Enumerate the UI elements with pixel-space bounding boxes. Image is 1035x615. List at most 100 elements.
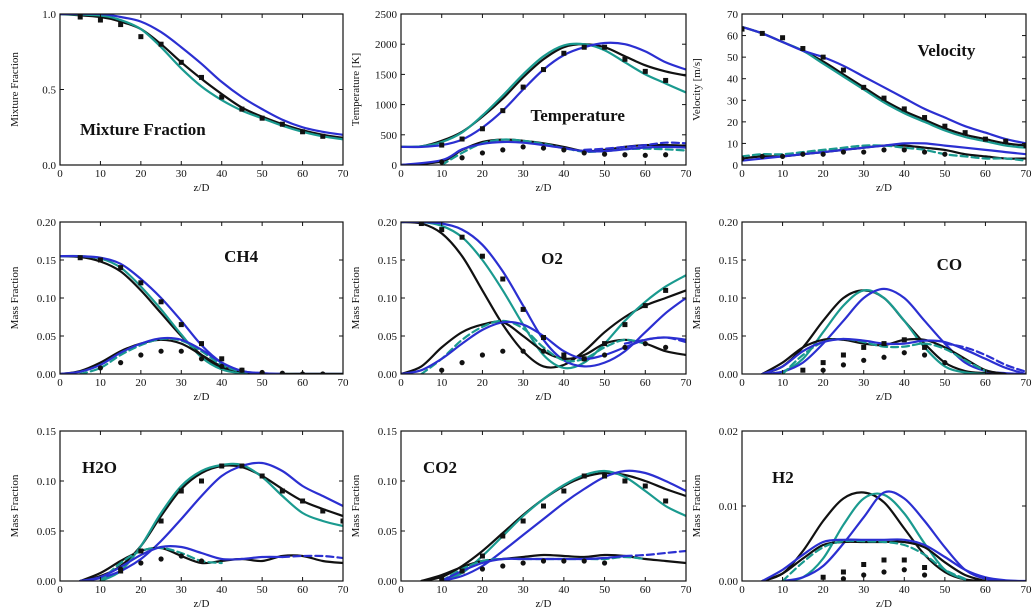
series-line-5 [761, 337, 1026, 374]
x-tick-label: 70 [681, 168, 693, 180]
data-point-circle [663, 344, 669, 350]
data-point-square [982, 136, 988, 142]
x-tick-label: 10 [95, 377, 107, 389]
data-point-square [479, 126, 485, 132]
series-line-6 [623, 549, 686, 558]
data-point-square [642, 303, 648, 309]
data-point-square [178, 322, 184, 328]
data-point-circle [97, 365, 104, 371]
x-tick-label: 60 [297, 377, 309, 389]
data-point-circle [942, 151, 948, 157]
series-group [79, 461, 343, 581]
data-point-square [742, 26, 745, 32]
x-tick-label: 70 [338, 584, 350, 596]
data-point-square [219, 356, 225, 362]
data-point-square [922, 115, 928, 121]
y-tick-label: 0 [733, 160, 739, 172]
data-point-square [840, 569, 846, 575]
x-tick-label: 50 [599, 584, 611, 596]
x-tick-label: 60 [297, 584, 309, 596]
y-tick-label: 0.20 [378, 217, 398, 229]
x-tick-label: 30 [176, 377, 188, 389]
y-tick-label: 0.15 [37, 255, 57, 267]
plot-frame [400, 430, 687, 582]
data-point-square [602, 44, 608, 50]
x-tick-label: 30 [518, 168, 530, 180]
x-tick-label: 40 [216, 377, 228, 389]
x-tick-label: 40 [558, 168, 570, 180]
data-point-square [340, 518, 343, 524]
data-point-circle [178, 348, 184, 354]
data-point-square [780, 35, 786, 41]
x-tick-label: 50 [939, 584, 951, 596]
data-point-square [901, 106, 907, 112]
data-point-circle [239, 367, 245, 373]
series-line-1 [401, 222, 686, 370]
y-tick-label: 70 [727, 9, 739, 21]
x-tick-label: 30 [176, 584, 188, 596]
y-tick-label: 30 [727, 95, 739, 107]
data-point-square [942, 123, 948, 129]
x-axis-label: z/D [876, 391, 892, 403]
x-tick-label: 40 [899, 377, 911, 389]
x-tick-label: 60 [640, 584, 652, 596]
y-tick-label: 0.15 [37, 426, 57, 438]
data-point-circle [779, 153, 786, 159]
y-tick-label: 1000 [375, 100, 398, 112]
data-point-square [158, 41, 164, 47]
y-tick-label: 2000 [375, 39, 398, 51]
data-point-square [1003, 138, 1009, 144]
x-tick-label: 60 [980, 168, 992, 180]
y-tick-label: 0.20 [37, 217, 57, 229]
x-tick-label: 0 [57, 168, 63, 180]
y-tick-label: 0.00 [37, 369, 57, 381]
panel-0: 0 10 20 30 40 50 60 70 0.0 0.5 1.0 z/D Mixture Fract… [9, 9, 349, 194]
y-tick-label: 0.00 [719, 369, 739, 381]
data-point-circle [520, 348, 526, 354]
panel-1: 0 10 20 30 40 50 60 70 0 500 1000 1500 2000 2500 z/D Te… [350, 9, 692, 194]
y-tick-label: 0.02 [719, 426, 738, 438]
y-tick-label: 0.10 [37, 293, 57, 305]
data-point-circle [198, 356, 205, 362]
y-axis-label: Mass Fraction [9, 474, 21, 537]
panel-title: H2 [772, 468, 794, 487]
data-point-circle [198, 558, 205, 564]
data-point-circle [622, 152, 628, 158]
y-tick-label: 0.5 [42, 85, 56, 97]
data-point-square [239, 106, 245, 112]
data-point-circle [601, 560, 608, 566]
y-tick-label: 40 [727, 74, 739, 86]
data-point-circle [138, 352, 144, 358]
x-tick-label: 40 [216, 168, 228, 180]
data-point-square [861, 344, 867, 350]
data-point-circle [118, 566, 124, 572]
data-point-circle [581, 356, 587, 362]
data-point-square [97, 257, 103, 263]
series-group [742, 25, 1026, 162]
data-point-square [663, 77, 669, 83]
data-point-square [418, 222, 424, 227]
data-point-square [622, 322, 628, 328]
panel-title: Velocity [918, 41, 976, 60]
data-point-square [219, 463, 225, 469]
data-point-circle [820, 151, 826, 157]
data-point-square [820, 54, 826, 60]
data-point-circle [642, 341, 648, 347]
data-point-circle [158, 348, 164, 354]
y-tick-label: 0.00 [719, 576, 739, 588]
x-tick-label: 30 [858, 584, 870, 596]
y-axis-label: Velocity [m/s] [691, 58, 703, 121]
data-point-circle [663, 152, 669, 158]
data-point-square [922, 344, 928, 350]
data-point-square [219, 94, 225, 100]
data-point-square [118, 265, 124, 271]
data-point-square [881, 557, 887, 563]
data-point-square [881, 341, 887, 347]
x-tick-label: 60 [980, 377, 992, 389]
data-point-square [602, 341, 608, 347]
data-point-circle [601, 151, 608, 157]
y-tick-label: 60 [727, 31, 739, 43]
data-point-circle [881, 569, 887, 575]
series-line-5 [742, 142, 1026, 162]
data-point-circle [742, 155, 745, 162]
